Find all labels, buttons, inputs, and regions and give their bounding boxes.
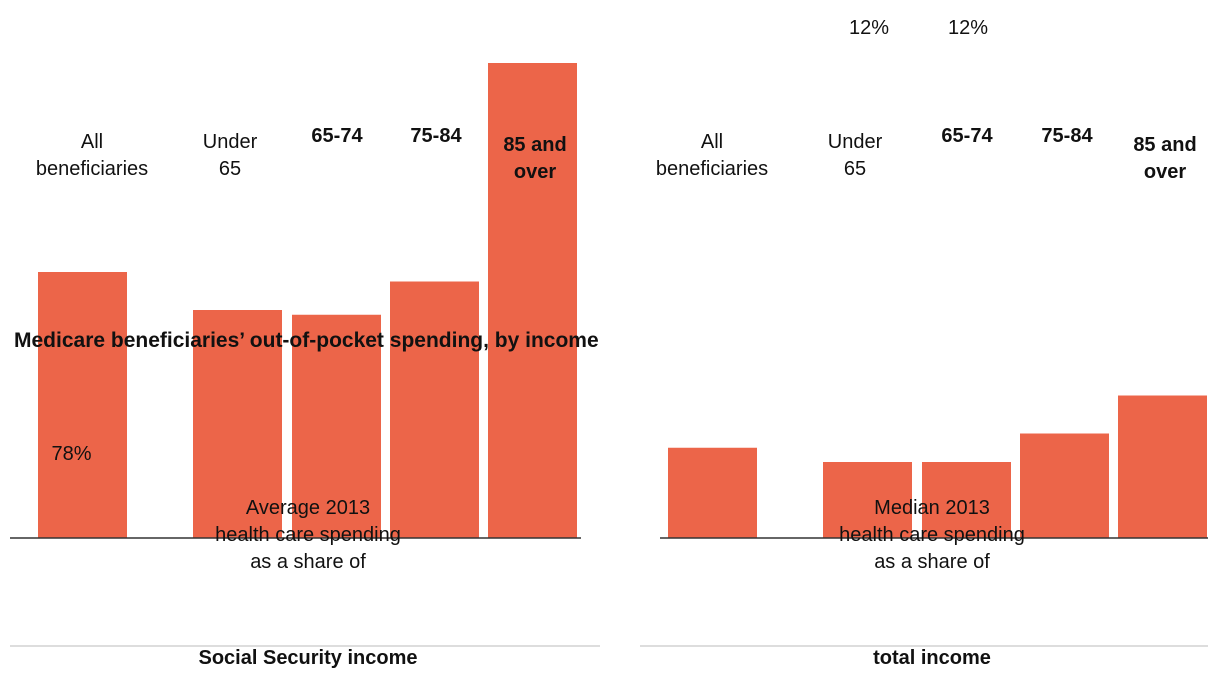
bar-2-3: [922, 462, 1011, 538]
category-label-2-3: 65-74: [941, 125, 993, 147]
category-label-1-4: 75-84: [410, 125, 462, 147]
data-label-2-3: 12%: [948, 17, 988, 39]
category-label-2-4: 75-84: [1041, 125, 1093, 147]
bar-2-1: [668, 447, 757, 538]
category-label-2-2: Under 65: [828, 131, 883, 180]
category-label-1-1: All beneficiaries: [36, 131, 148, 180]
data-label-1-1: 78%: [51, 443, 91, 465]
metric-label-2: Median 2013 health care spending as a shar…: [839, 497, 1025, 573]
axis-layer: [10, 537, 1208, 647]
category-label-1-5: 85 and over: [503, 134, 566, 183]
labels-layer: All beneficiaries Under 65 65-74 75-84 85 and o…: [36, 17, 1197, 669]
metric-label-1: Average 2013 health care spending as a sha…: [215, 497, 401, 573]
bar-1-3: [292, 314, 381, 538]
bar-1-4: [390, 281, 479, 538]
category-label-2-1: All beneficiaries: [656, 131, 768, 180]
category-label-1-3: 65-74: [311, 125, 363, 147]
bar-1-2: [193, 310, 282, 538]
chart-title: Medicare beneficiaries’ out-of-pocket sp…: [14, 329, 599, 352]
bar-2-5: [1118, 395, 1207, 538]
bar-1-5: [488, 63, 577, 538]
income-type-label-2: total income: [873, 647, 991, 669]
category-label-1-2: Under 65: [203, 131, 258, 180]
bars-layer: [38, 63, 1207, 538]
bar-2-2: [823, 462, 912, 538]
income-type-label-1: Social Security income: [199, 647, 418, 669]
data-label-2-2: 12%: [849, 17, 889, 39]
bar-2-4: [1020, 433, 1109, 538]
bar-1-1: [38, 272, 127, 538]
category-label-2-5: 85 and over: [1133, 134, 1196, 183]
